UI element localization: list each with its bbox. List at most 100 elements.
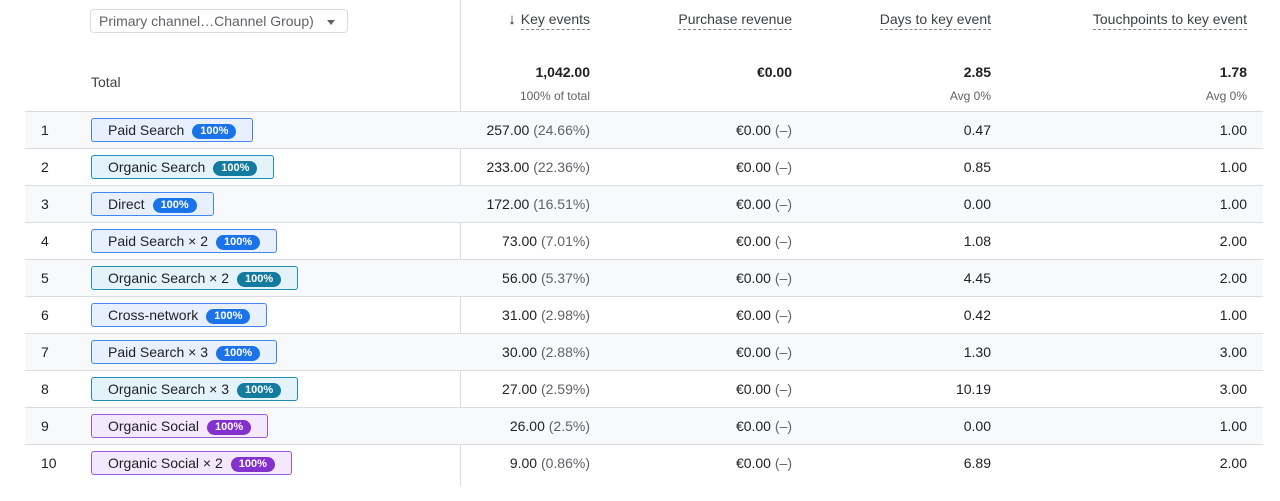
- touchpoints-cell: 2.00: [1219, 270, 1247, 286]
- revenue-pct: (–): [774, 381, 792, 397]
- path-label: Organic Social: [108, 418, 200, 434]
- revenue-pct: (–): [774, 122, 792, 138]
- arrow-down-icon[interactable]: ↓: [508, 11, 516, 28]
- days-cell: 0.00: [963, 196, 991, 212]
- revenue-value: €0.00: [735, 344, 771, 360]
- table-row[interactable]: 3 Direct 100% 172.00 (16.51%) €0.00 (–) 0…: [25, 186, 1263, 223]
- total-key-events: 1,042.00 100% of total: [520, 64, 590, 103]
- touchpoints-cell: 2.00: [1219, 455, 1247, 471]
- path-label: Organic Social × 2: [108, 455, 223, 471]
- column-header-label: Purchase revenue: [678, 11, 792, 30]
- key-events-pct: (24.66%): [533, 122, 590, 138]
- key-events-pct: (0.86%): [540, 455, 590, 471]
- revenue-value: €0.00: [735, 122, 771, 138]
- key-events-value: 30.00: [502, 344, 538, 360]
- path-label: Paid Search: [108, 122, 185, 138]
- revenue-pct: (–): [774, 455, 792, 471]
- table-row[interactable]: 10 Organic Social × 2 100% 9.00 (0.86%) €…: [25, 445, 1263, 482]
- path-chip[interactable]: Organic Search × 3 100%: [91, 377, 299, 401]
- path-chip[interactable]: Direct 100%: [91, 192, 214, 216]
- column-header-purchase-revenue[interactable]: Purchase revenue: [678, 11, 792, 30]
- row-index: 2: [41, 159, 49, 175]
- total-key-events-share: 100% of total: [519, 89, 590, 103]
- key-events-cell: 26.00 (2.5%): [510, 408, 590, 445]
- days-cell: 1.08: [963, 233, 991, 249]
- row-index: 1: [41, 122, 49, 138]
- column-header-days-to-key-event[interactable]: Days to key event: [879, 11, 991, 30]
- column-header-key-events[interactable]: ↓ Key events: [508, 11, 590, 30]
- path-chip[interactable]: Paid Search × 3 100%: [91, 340, 278, 364]
- table-row[interactable]: 8 Organic Search × 3 100% 27.00 (2.59%) €…: [25, 371, 1263, 408]
- revenue-cell: €0.00 (–): [736, 112, 792, 149]
- total-touchpoints-avg: Avg 0%: [1205, 89, 1247, 103]
- key-events-pct: (5.37%): [540, 270, 590, 286]
- key-events-pct: (16.51%): [533, 196, 590, 212]
- key-events-value: 257.00: [486, 122, 530, 138]
- share-badge: 100%: [213, 161, 258, 176]
- revenue-cell: €0.00 (–): [736, 297, 792, 334]
- revenue-pct: (–): [774, 344, 792, 360]
- share-badge: 100%: [216, 235, 261, 250]
- touchpoints-cell: 1.00: [1219, 418, 1247, 434]
- row-index: 8: [41, 381, 49, 397]
- revenue-pct: (–): [774, 418, 792, 434]
- revenue-cell: €0.00 (–): [736, 371, 792, 408]
- key-events-cell: 172.00 (16.51%): [486, 186, 590, 223]
- key-events-cell: 31.00 (2.98%): [502, 297, 590, 334]
- table-row[interactable]: 7 Paid Search × 3 100% 30.00 (2.88%) €0.0…: [25, 334, 1263, 371]
- table-header: Primary channel…Channel Group) ↓ Key even…: [25, 0, 1263, 112]
- path-label: Paid Search × 3: [108, 344, 209, 360]
- revenue-value: €0.00: [735, 381, 771, 397]
- revenue-cell: €0.00 (–): [736, 149, 792, 186]
- path-label: Cross-network: [108, 307, 199, 323]
- touchpoints-cell: 1.00: [1219, 307, 1247, 323]
- path-chip[interactable]: Paid Search × 2 100%: [91, 229, 278, 253]
- revenue-cell: €0.00 (–): [736, 223, 792, 260]
- table-row[interactable]: 5 Organic Search × 2 100% 56.00 (5.37%) €…: [25, 260, 1263, 297]
- total-revenue-value: €0.00: [756, 64, 792, 80]
- path-label: Organic Search × 2: [108, 270, 230, 286]
- key-events-pct: (2.59%): [540, 381, 590, 397]
- table-row[interactable]: 4 Paid Search × 2 100% 73.00 (7.01%) €0.0…: [25, 223, 1263, 260]
- column-header-touchpoints-to-key-event[interactable]: Touchpoints to key event: [1092, 11, 1247, 30]
- revenue-value: €0.00: [735, 270, 771, 286]
- days-cell: 4.45: [963, 270, 991, 286]
- key-events-value: 56.00: [502, 270, 538, 286]
- key-events-pct: (2.98%): [540, 307, 590, 323]
- touchpoints-cell: 3.00: [1219, 381, 1247, 397]
- chevron-down-icon[interactable]: [327, 20, 335, 25]
- total-days: 2.85 Avg 0%: [950, 64, 991, 103]
- path-label: Organic Search × 3: [108, 381, 230, 397]
- dimension-selector[interactable]: Primary channel…Channel Group): [90, 9, 348, 33]
- share-badge: 100%: [206, 309, 251, 324]
- row-index: 3: [41, 196, 49, 212]
- total-touchpoints: 1.78 Avg 0%: [1206, 64, 1247, 103]
- key-events-pct: (7.01%): [540, 233, 590, 249]
- key-events-cell: 233.00 (22.36%): [486, 149, 590, 186]
- table-row[interactable]: 6 Cross-network 100% 31.00 (2.98%) €0.00 …: [25, 297, 1263, 334]
- days-cell: 0.47: [963, 122, 991, 138]
- days-cell: 6.89: [963, 455, 991, 471]
- path-label: Paid Search × 2: [108, 233, 209, 249]
- path-chip[interactable]: Organic Social × 2 100%: [91, 451, 292, 475]
- table-row[interactable]: 1 Paid Search 100% 257.00 (24.66%) €0.00 …: [25, 112, 1263, 149]
- total-revenue: €0.00: [757, 64, 792, 80]
- row-index: 6: [41, 307, 49, 323]
- touchpoints-cell: 1.00: [1219, 159, 1247, 175]
- share-badge: 100%: [192, 124, 237, 139]
- table-row[interactable]: 2 Organic Search 100% 233.00 (22.36%) €0.…: [25, 149, 1263, 186]
- column-header-label: Key events: [520, 11, 590, 30]
- revenue-cell: €0.00 (–): [736, 408, 792, 445]
- revenue-cell: €0.00 (–): [736, 445, 792, 482]
- path-chip[interactable]: Cross-network 100%: [91, 303, 268, 327]
- key-events-cell: 30.00 (2.88%): [502, 334, 590, 371]
- path-chip[interactable]: Organic Search × 2 100%: [91, 266, 299, 290]
- revenue-value: €0.00: [735, 233, 771, 249]
- days-cell: 0.00: [963, 418, 991, 434]
- key-events-cell: 257.00 (24.66%): [486, 112, 590, 149]
- path-chip[interactable]: Organic Search 100%: [91, 155, 275, 179]
- table-row[interactable]: 9 Organic Social 100% 26.00 (2.5%) €0.00 …: [25, 408, 1263, 445]
- path-chip[interactable]: Organic Social 100%: [91, 414, 269, 438]
- row-index: 7: [41, 344, 49, 360]
- path-chip[interactable]: Paid Search 100%: [91, 118, 254, 142]
